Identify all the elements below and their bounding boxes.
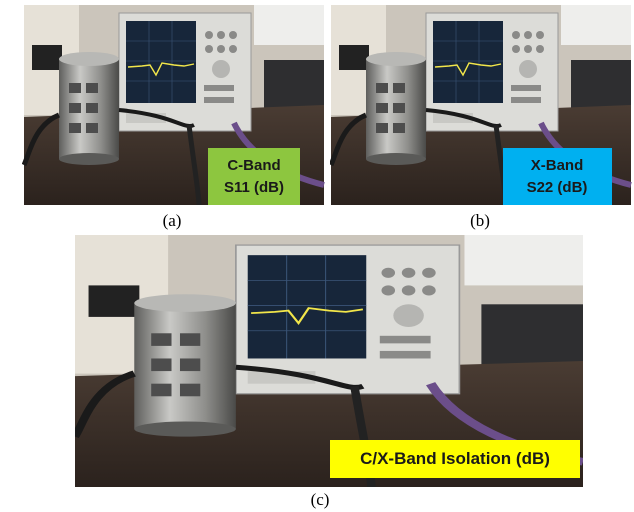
page: C-Band S11 (dB) (a) X-Band S22 (dB) (b) … [0, 0, 634, 512]
caption: (a) [163, 211, 182, 230]
panel-label: S22 (dB) [527, 179, 588, 196]
panel-label: C-Band [227, 157, 280, 174]
panel-label: C/X-Band Isolation (dB) [360, 449, 550, 468]
caption: (b) [470, 211, 490, 230]
panel-label: S11 (dB) [224, 179, 284, 196]
caption: (c) [311, 490, 330, 509]
panel-label: X-Band [531, 157, 584, 174]
figure: C-Band S11 (dB) (a) X-Band S22 (dB) (b) … [0, 0, 634, 512]
